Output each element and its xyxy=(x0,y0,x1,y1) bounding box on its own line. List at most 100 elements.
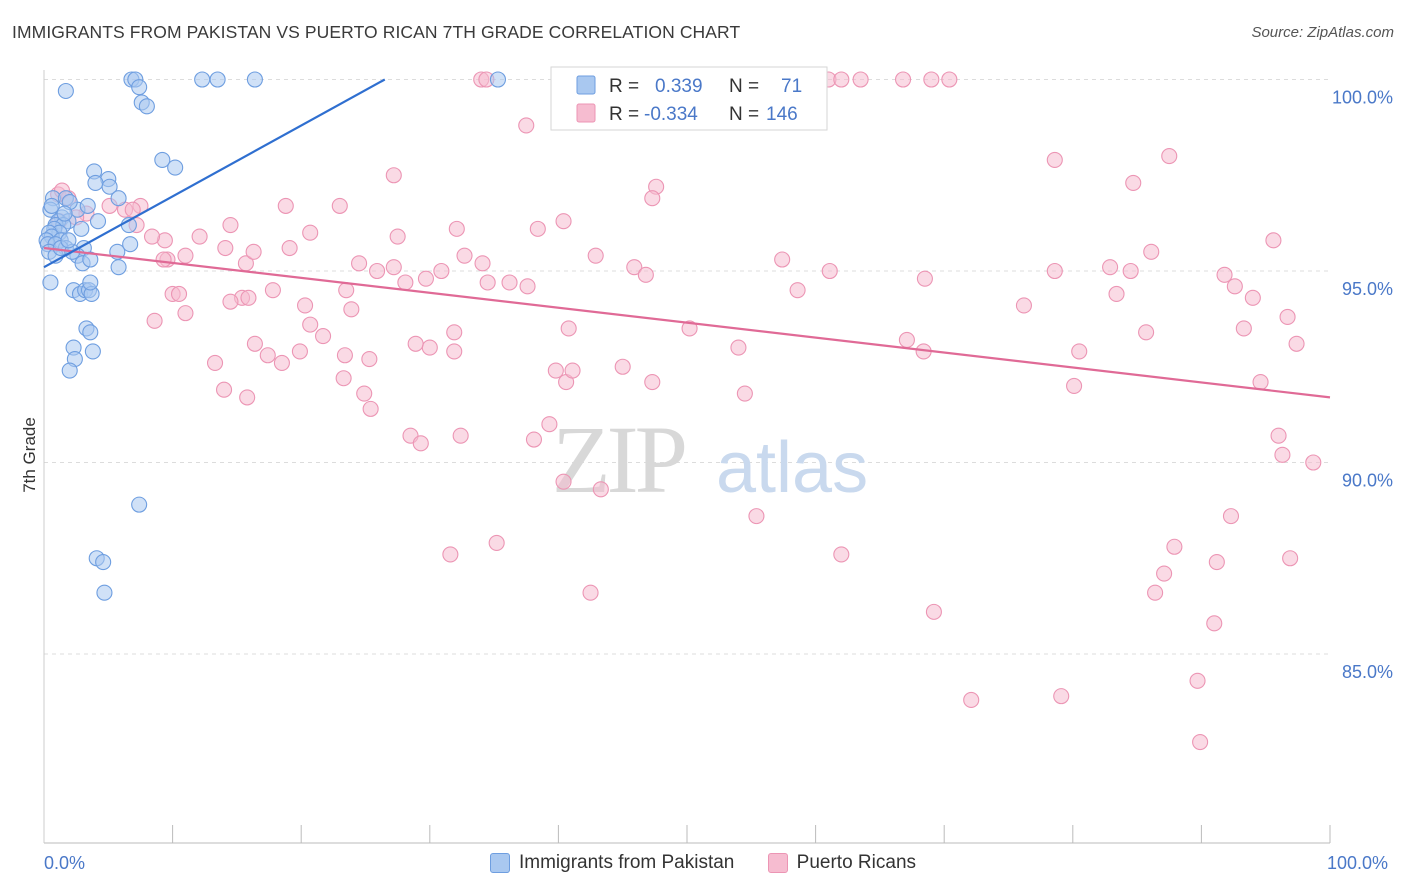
point-puerto-ricans xyxy=(302,224,319,241)
point-pakistan xyxy=(61,362,78,379)
x-tick-label-max: 100.0% xyxy=(1327,853,1388,873)
point-pakistan xyxy=(246,71,263,88)
y-tick-label: 90.0% xyxy=(1342,471,1393,491)
point-puerto-ricans xyxy=(1305,454,1322,471)
legend-swatch-puerto-ricans xyxy=(767,853,788,873)
point-puerto-ricans xyxy=(501,274,518,291)
stats-n-label-puerto-ricans: N = xyxy=(729,104,759,125)
point-puerto-ricans xyxy=(264,282,281,299)
point-puerto-ricans xyxy=(1192,734,1209,751)
point-puerto-ricans xyxy=(170,285,188,303)
point-puerto-ricans xyxy=(369,262,386,280)
point-puerto-ricans xyxy=(1138,324,1155,341)
y-axis-title: 7th Grade xyxy=(20,417,39,493)
point-puerto-ricans xyxy=(789,282,806,299)
point-puerto-ricans xyxy=(547,362,564,379)
point-pakistan xyxy=(101,178,118,195)
point-puerto-ricans xyxy=(315,328,332,345)
point-puerto-ricans xyxy=(281,239,298,257)
point-pakistan xyxy=(138,98,155,115)
point-pakistan xyxy=(489,71,507,88)
point-puerto-ricans xyxy=(456,247,473,264)
point-puerto-ricans xyxy=(833,546,850,563)
point-pakistan xyxy=(154,151,171,168)
point-puerto-ricans xyxy=(1216,266,1233,283)
point-puerto-ricans xyxy=(351,255,368,272)
point-puerto-ricans xyxy=(1053,688,1070,705)
stats-n-value-puerto-ricans: 146 xyxy=(766,104,798,125)
point-puerto-ricans xyxy=(1046,262,1063,280)
watermark-atlas: atlas xyxy=(716,428,868,508)
legend-item-puerto-ricans[interactable]: Puerto Ricans xyxy=(767,852,916,874)
point-puerto-ricans xyxy=(1279,308,1296,326)
point-puerto-ricans xyxy=(336,347,353,364)
trend-lines xyxy=(43,78,1331,399)
point-puerto-ricans xyxy=(644,190,661,207)
point-puerto-ricans xyxy=(362,400,379,417)
point-puerto-ricans xyxy=(833,71,850,88)
point-puerto-ricans xyxy=(302,316,319,333)
watermark: ZIP atlas xyxy=(552,406,868,513)
point-puerto-ricans xyxy=(385,259,402,276)
point-puerto-ricans xyxy=(1108,285,1125,303)
point-puerto-ricans xyxy=(1147,584,1164,601)
point-puerto-ricans xyxy=(1156,565,1173,582)
point-puerto-ricans xyxy=(361,351,378,368)
point-puerto-ricans xyxy=(1274,446,1291,463)
point-puerto-ricans xyxy=(564,362,581,379)
point-pakistan xyxy=(84,343,101,360)
point-pakistan xyxy=(122,236,139,253)
gridlines xyxy=(44,79,1330,655)
point-puerto-ricans xyxy=(555,473,572,490)
point-puerto-ricans xyxy=(143,228,161,245)
point-puerto-ricans xyxy=(1226,278,1243,295)
point-puerto-ricans xyxy=(626,259,643,276)
point-pakistan xyxy=(89,213,107,230)
point-puerto-ricans xyxy=(852,71,869,88)
legend-swatch-pakistan xyxy=(489,853,510,873)
point-puerto-ricans xyxy=(1046,151,1063,168)
point-puerto-ricans xyxy=(529,220,546,237)
point-puerto-ricans xyxy=(273,354,290,371)
point-pakistan xyxy=(42,274,59,291)
point-pakistan xyxy=(209,71,226,88)
point-puerto-ricans xyxy=(222,293,239,310)
stats-n-label-pakistan: N = xyxy=(729,76,759,97)
stats-r-label-puerto-ricans: R = xyxy=(609,104,639,125)
point-puerto-ricans xyxy=(1282,550,1299,567)
point-puerto-ricans xyxy=(1222,508,1240,525)
point-puerto-ricans xyxy=(412,435,429,452)
point-puerto-ricans xyxy=(338,282,355,299)
series-immigrants-from-pakistan xyxy=(38,71,507,601)
point-puerto-ricans xyxy=(941,71,958,88)
trend-line-puerto-ricans xyxy=(43,246,1331,399)
point-pakistan xyxy=(167,159,184,176)
point-puerto-ricans xyxy=(541,416,558,433)
stats-r-value-pakistan: 0.339 xyxy=(655,76,703,97)
point-puerto-ricans xyxy=(421,339,438,356)
legend-item-pakistan[interactable]: Immigrants from Pakistan xyxy=(489,852,734,874)
point-puerto-ricans xyxy=(222,216,239,234)
series-puerto-ricans xyxy=(50,71,1322,751)
point-puerto-ricans xyxy=(452,427,469,444)
point-puerto-ricans xyxy=(525,431,543,448)
point-puerto-ricans xyxy=(555,213,572,230)
point-pakistan xyxy=(95,554,112,571)
point-pakistan xyxy=(56,205,73,222)
point-puerto-ricans xyxy=(479,274,496,291)
point-puerto-ricans xyxy=(681,320,698,337)
point-puerto-ricans xyxy=(448,220,465,237)
point-puerto-ricans xyxy=(206,354,224,371)
x-tick-label-min: 0.0% xyxy=(44,853,85,873)
point-puerto-ricans xyxy=(560,320,577,337)
point-puerto-ricans xyxy=(774,251,791,268)
chart-title: IMMIGRANTS FROM PAKISTAN VS PUERTO RICAN… xyxy=(12,22,741,42)
point-puerto-ricans xyxy=(748,508,765,525)
point-puerto-ricans xyxy=(397,274,414,291)
point-puerto-ricans xyxy=(177,247,194,264)
point-puerto-ricans xyxy=(1161,148,1178,165)
y-tick-label: 100.0% xyxy=(1332,88,1393,108)
point-pakistan xyxy=(43,197,60,214)
point-puerto-ricans xyxy=(1071,343,1088,360)
